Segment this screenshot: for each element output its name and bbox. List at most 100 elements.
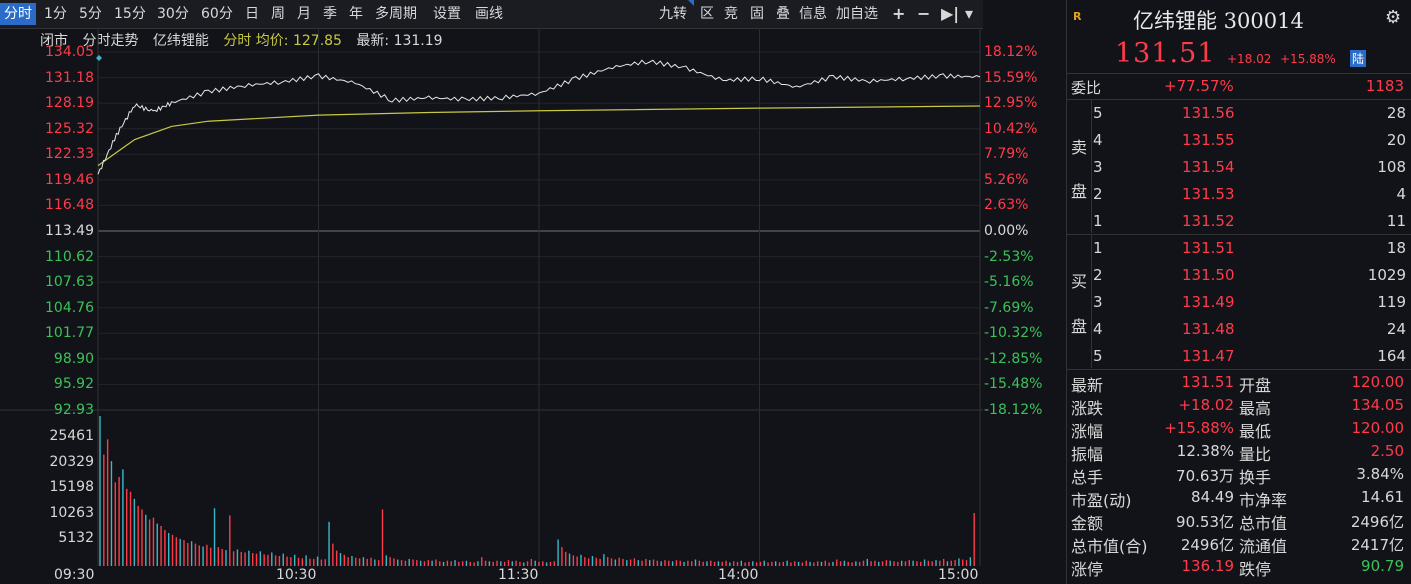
chart-tool-6[interactable]: 加自选 [836,6,878,22]
level-price: 131.51 [1182,239,1235,257]
stat-label: 涨幅 [1071,422,1104,441]
level-number: 3 [1093,293,1103,311]
buy-row: 1 131.51 18 [1093,239,1406,266]
level-price: 131.53 [1182,185,1235,203]
volume-axis-label: 5132 [58,530,94,546]
stat-label: 涨停 [1071,560,1104,579]
chart-tool-2[interactable]: 竞 [724,6,738,22]
timeframe-tab-7[interactable]: 周 [271,6,285,22]
stat-label: 金额 [1071,514,1104,533]
stat-value: 120.00 [1351,373,1405,391]
pct-axis-label: -2.53% [984,248,1034,265]
timeframe-tab-1[interactable]: 1分 [44,6,67,22]
timeframe-tab-6[interactable]: 日 [245,6,259,22]
stat-label: 总市值 [1239,514,1288,533]
sell-side-label-1: 卖 [1071,138,1088,157]
weibi-label: 委比 [1071,79,1102,97]
pct-axis-label: -10.32% [984,325,1043,342]
time-axis-label: 15:00 [938,567,979,583]
price-axis-label: 125.32 [45,120,94,137]
volume-axis-label: 15198 [49,479,94,495]
chart-tool-9[interactable]: ▶| [941,4,960,23]
stat-label: 涨跌 [1071,399,1104,418]
chart-tool-7[interactable]: + [892,4,906,23]
chart-tool-4[interactable]: 叠 [776,6,790,22]
sell-row: 2 131.53 4 [1093,185,1406,212]
price-axis-label: 95.92 [53,376,94,393]
timeframe-tab-13[interactable]: 画线 [475,6,503,22]
timeframe-tab-10[interactable]: 年 [349,6,363,22]
intraday-chart[interactable] [0,28,983,584]
stat-value: 12.38% [1176,442,1234,460]
chart-tool-10[interactable]: ▾ [965,4,974,23]
stat-value: 2496亿 [1350,513,1404,531]
level-price: 131.47 [1182,347,1235,365]
avg-price-label: 分时 均价: 127.85 [223,33,342,49]
timeframe-tab-3[interactable]: 15分 [114,6,146,22]
price-axis-label: 101.77 [45,325,94,342]
chart-tool-8[interactable]: − [917,4,931,23]
timeframe-tab-12[interactable]: 设置 [433,6,461,22]
stat-value: 120.00 [1351,419,1405,437]
timeframe-tab-9[interactable]: 季 [323,6,337,22]
timeframe-tab-5[interactable]: 60分 [201,6,233,22]
timeframe-tab-4[interactable]: 30分 [157,6,189,22]
sell-row: 3 131.54 108 [1093,158,1406,185]
time-axis-label: 10:30 [276,567,317,583]
level-number: 5 [1093,347,1103,365]
timeframe-tab-8[interactable]: 月 [297,6,311,22]
stat-label: 跌停 [1239,560,1272,579]
buy-row: 2 131.50 1029 [1093,266,1406,293]
pct-axis-label: -12.85% [984,350,1043,367]
stat-value: 2417亿 [1350,536,1404,554]
stat-value: 136.19 [1181,557,1235,575]
stat-value: 90.53亿 [1176,513,1234,531]
price-axis-label: 110.62 [45,248,94,265]
buy-row: 3 131.49 119 [1093,293,1406,320]
time-axis-label: 14:00 [718,567,759,583]
stat-label: 振幅 [1071,445,1104,464]
time-axis-label: 11:30 [498,567,539,583]
price-change: +18.02 [1227,52,1272,66]
level-price: 131.49 [1182,293,1235,311]
connect-badge: 陆 [1350,50,1367,67]
brand-logo: R [1073,10,1082,23]
start-marker-icon [96,55,102,61]
chart-tool-5[interactable]: 信息 [799,6,827,22]
level-price: 131.50 [1182,266,1235,284]
price-axis-label: 107.63 [45,274,94,291]
gear-icon[interactable]: ⚙ [1385,7,1402,28]
stat-value: 14.61 [1361,488,1404,506]
timeframe-tab-11[interactable]: 多周期 [375,6,417,22]
level-volume: 20 [1386,131,1406,149]
timeframe-tab-0[interactable]: 分时 [0,3,36,25]
divider [1067,369,1411,370]
pct-axis-label: 18.12% [984,44,1038,60]
stat-value: 2496亿 [1180,536,1234,554]
pct-axis-label: 2.63% [984,197,1029,214]
stock-title: 亿纬锂能 300014 [1133,9,1304,33]
level-volume: 4 [1396,185,1406,203]
stat-label: 最低 [1239,422,1272,441]
stat-label: 最高 [1239,399,1272,418]
price-axis-label: 131.18 [45,69,94,86]
chart-tool-1[interactable]: 区 [700,6,714,22]
time-axis-label: 09:30 [54,567,95,583]
level-number: 4 [1093,320,1103,338]
buy-row: 5 131.47 164 [1093,347,1406,374]
divider [1091,235,1092,368]
toolbar: 分时 1分 5分 15分 30分 60分日周月季年多周期 设置 画线 九转区竞固叠信息 加自选 +… [0,0,983,29]
market-status: 闭市 [40,33,68,49]
chart-tool-0[interactable]: 九转 [659,6,687,22]
chart-tool-3[interactable]: 固 [750,6,764,22]
timeframe-tab-2[interactable]: 5分 [79,6,102,22]
price-axis-label: 134.05 [45,44,94,60]
level-price: 131.56 [1182,104,1235,122]
level-number: 5 [1093,104,1103,122]
stat-label: 市盈(动) [1071,491,1132,510]
pct-axis-label: -7.69% [984,299,1034,316]
stat-label: 最新 [1071,376,1104,395]
pct-axis-label: 15.59% [984,69,1038,86]
level-number: 2 [1093,185,1103,203]
buy-side-label-2: 盘 [1071,317,1088,336]
